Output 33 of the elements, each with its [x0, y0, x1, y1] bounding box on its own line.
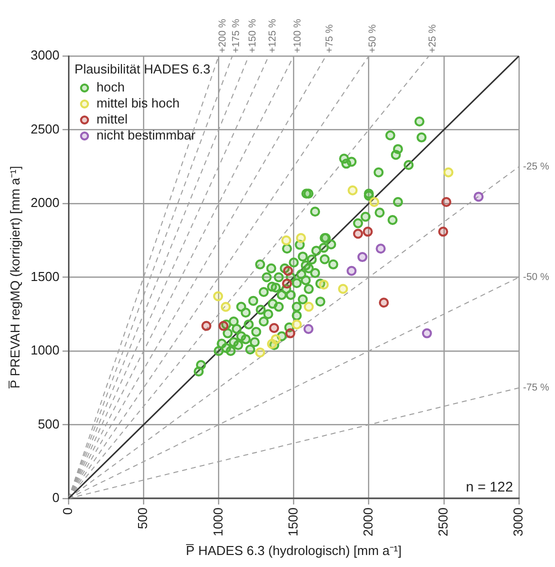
x-axis-title: P̅ HADES 6.3 (hydrologisch) [mm a⁻¹]: [186, 542, 402, 558]
text: +100 %: [292, 18, 304, 53]
y-tick-label: 1000: [30, 342, 60, 358]
legend-label: mittel bis hoch: [96, 96, 180, 111]
text: +50 %: [368, 24, 379, 53]
legend-title: Plausibilität HADES 6.3: [74, 62, 210, 77]
x-tick-label: 1000: [210, 507, 226, 536]
y-tick-label: 2000: [30, 195, 60, 210]
x-tick-label: 3000: [510, 507, 526, 536]
text: +25 %: [428, 24, 439, 53]
series-label: -25 %: [523, 161, 550, 172]
x-tick-label: 2000: [360, 507, 376, 536]
y-axis-title: P̅ PREVAH regMQ (korrigiert) [mm a⁻¹]: [7, 166, 22, 389]
text: +125 %: [267, 18, 278, 53]
y-tick-label: 500: [38, 416, 60, 432]
text: +200 %: [217, 18, 228, 53]
series-label: -75 %: [523, 382, 550, 394]
legend-label: nicht bestimmbar: [96, 128, 196, 143]
y-tick-label: 2500: [30, 121, 60, 136]
legend-label: mittel: [96, 112, 128, 127]
legend-label: hoch: [96, 80, 125, 95]
y-tick-label: 1500: [30, 268, 60, 284]
text: +150 %: [247, 18, 258, 53]
y-tick-label: 3000: [30, 48, 60, 63]
x-tick-label: 1500: [285, 507, 300, 536]
series-label: -50 %: [523, 272, 550, 283]
text: +175 %: [231, 18, 242, 53]
x-tick-label: 2500: [436, 507, 450, 536]
x-tick-label: 0: [60, 507, 76, 515]
x-tick-label: 500: [135, 507, 150, 530]
annotation: n = 122: [466, 478, 514, 494]
y-tick-label: 0: [52, 490, 60, 506]
text: +75 %: [324, 24, 336, 53]
